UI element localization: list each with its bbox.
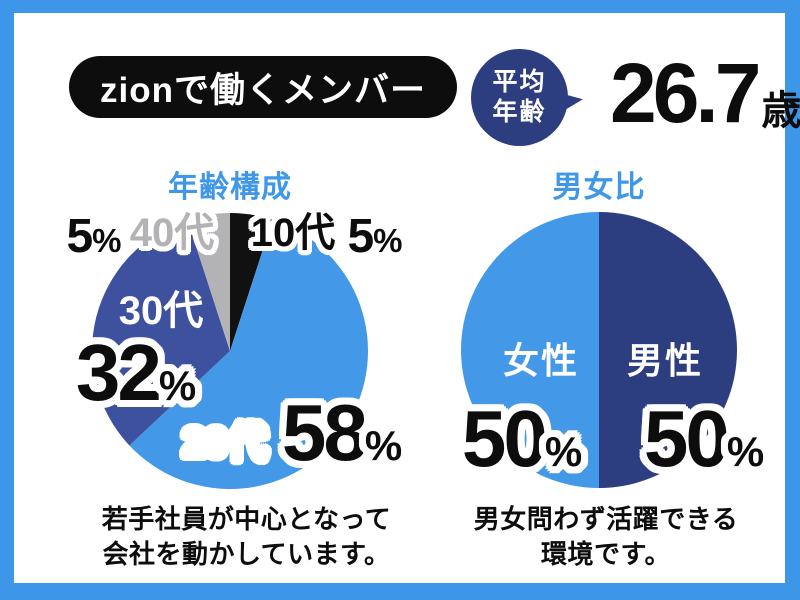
pie-slice-10代 <box>230 213 273 351</box>
average-age-unit: 歳 <box>761 88 800 133</box>
gender-pct-male: 50% <box>643 394 765 483</box>
pie-slice-20代 <box>129 219 368 489</box>
age-label-10s: 10代 <box>250 211 336 255</box>
gender-caption-line2: 環境です。 <box>541 538 671 569</box>
age-label-40s: 40代 <box>129 211 215 255</box>
gender-chart-caption: 男女問わず活躍できる 環境です。 <box>451 502 761 571</box>
pie-slice-男性 <box>599 212 737 488</box>
average-age-bubble-line1: 平均 <box>492 68 547 96</box>
age-label-30s: 30代 <box>118 289 204 333</box>
gender-pct-female: 50% <box>461 394 583 483</box>
pie-slice-40代 <box>187 213 230 351</box>
gender-label-female: 女性 <box>502 340 580 381</box>
age-caption-line2: 会社を動かしています。 <box>102 538 391 569</box>
age-label-20s: 20代 <box>182 421 268 465</box>
average-age-number: 26.7 <box>610 46 761 140</box>
average-age-value: 26.7 歳 <box>610 46 800 140</box>
age-chart-caption: 若手社員が中心となって 会社を動かしています。 <box>74 502 419 571</box>
pie-slice-女性 <box>461 212 599 488</box>
title-badge: zionで働くメンバー <box>69 56 457 118</box>
age-pie-chart <box>92 213 368 489</box>
content-canvas: zionで働くメンバー 平均 年齢 26.7 歳 年齢構成 男女比 5% 40代… <box>14 13 800 583</box>
age-pct-20s: 58% <box>281 388 403 477</box>
age-caption-line1: 若手社員が中心となって <box>101 504 392 534</box>
average-age-bubble: 平均 年齢 <box>471 49 568 146</box>
gender-pie-chart <box>461 212 737 488</box>
age-pct-30s: 32% <box>75 328 197 417</box>
age-chart-title: 年齢構成 <box>168 171 292 204</box>
gender-chart-title: 男女比 <box>552 171 646 204</box>
gender-caption-line1: 男女問わず活躍できる <box>473 504 739 534</box>
age-pct-10s: 5% <box>347 210 403 263</box>
average-age-bubble-line2: 年齢 <box>492 97 547 126</box>
gender-label-male: 男性 <box>626 340 704 381</box>
pie-slice-30代 <box>92 219 230 446</box>
age-pct-40s: 5% <box>66 210 122 263</box>
page-title: zionで働くメンバー <box>100 70 426 110</box>
